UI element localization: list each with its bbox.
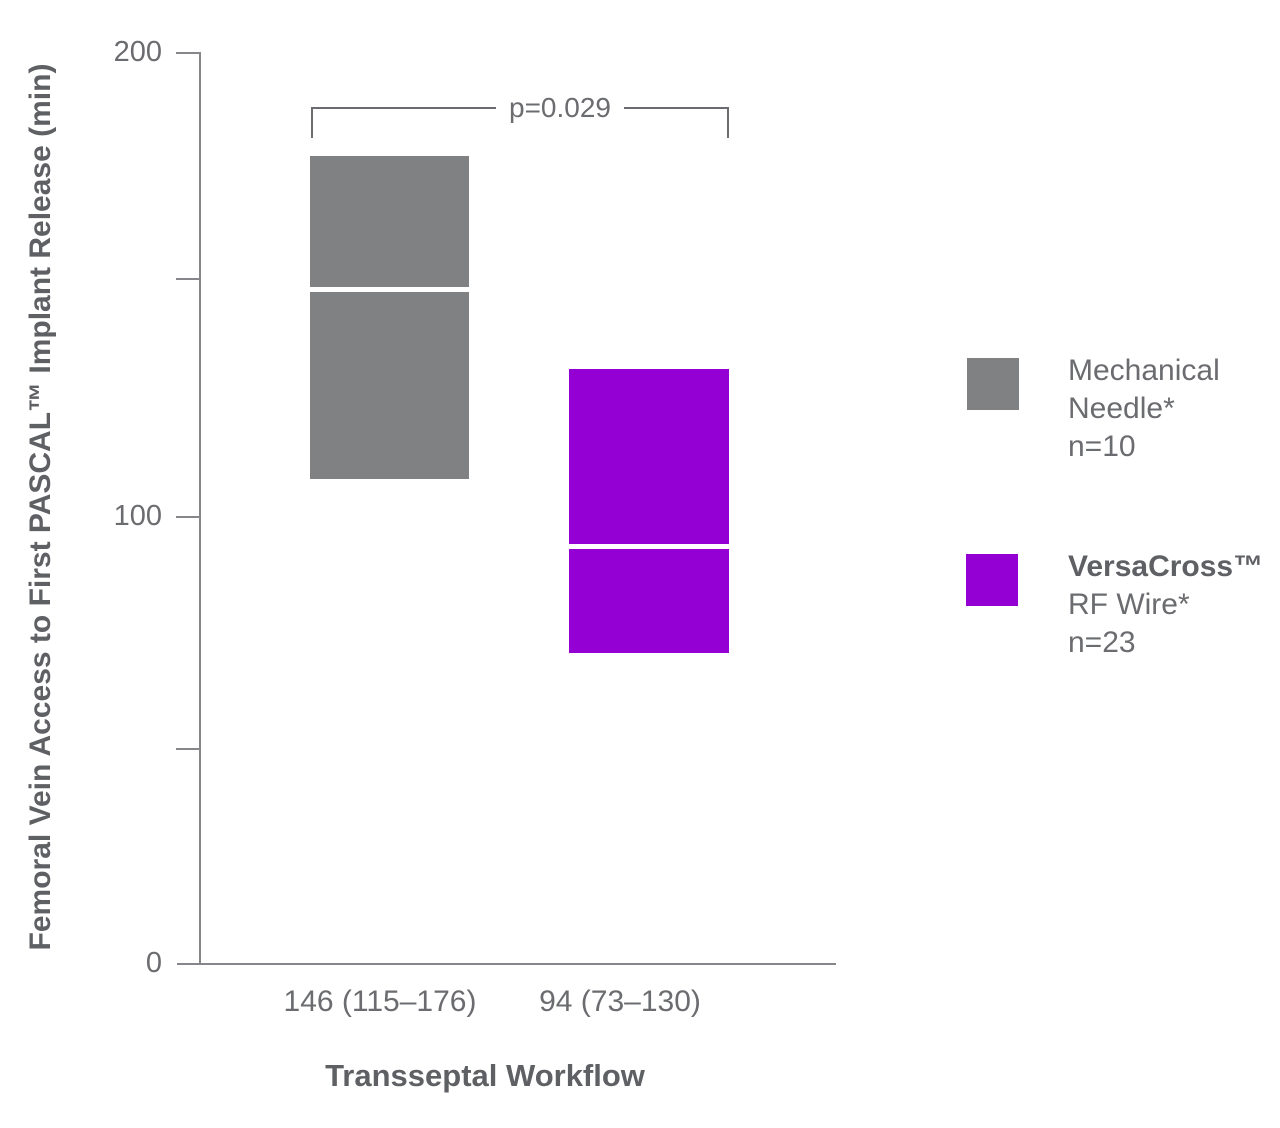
x-label-versacross-rf-wire: 94 (73–130) bbox=[539, 985, 701, 1018]
x-label-mechanical-needle: 146 (115–176) bbox=[283, 985, 477, 1018]
y-tick-150 bbox=[176, 278, 200, 280]
legend-line: Mechanical bbox=[1068, 354, 1220, 387]
legend-brand-line: VersaCross™ bbox=[1068, 550, 1264, 583]
x-axis-line bbox=[177, 963, 836, 965]
box-versacross-rf-wire bbox=[569, 369, 729, 653]
y-tick-200 bbox=[176, 52, 200, 54]
p-value-label: p=0.029 bbox=[496, 92, 624, 124]
x-axis-title: Transseptal Workflow bbox=[325, 1058, 645, 1093]
significance-bracket-left-end bbox=[311, 107, 313, 138]
y-tick-50 bbox=[176, 748, 200, 750]
y-tick-label-100: 100 bbox=[113, 500, 162, 532]
box-mechanical-needle bbox=[310, 156, 469, 479]
median-line-versacross-rf-wire bbox=[569, 544, 729, 549]
legend-swatch-mechanical-needle bbox=[967, 358, 1019, 410]
legend-line: RF Wire* bbox=[1068, 588, 1190, 621]
y-tick-100 bbox=[176, 516, 200, 518]
legend-line: n=23 bbox=[1068, 626, 1136, 659]
legend-label-versacross-rf-wire: VersaCross™ RF Wire* n=23 bbox=[1068, 548, 1263, 662]
legend-line: Needle* bbox=[1068, 392, 1175, 425]
y-tick-label-200: 200 bbox=[113, 36, 162, 68]
legend-line: n=10 bbox=[1068, 430, 1136, 463]
y-tick-label-0: 0 bbox=[145, 947, 162, 979]
y-axis-title: Femoral Vein Access to First PASCAL™ Imp… bbox=[24, 63, 57, 951]
legend-label-mechanical-needle: Mechanical Needle* n=10 bbox=[1068, 352, 1220, 466]
median-line-mechanical-needle bbox=[310, 287, 469, 292]
y-axis-line bbox=[199, 52, 201, 965]
legend-swatch-versacross-rf-wire bbox=[966, 554, 1018, 606]
significance-bracket-right-end bbox=[727, 107, 729, 138]
